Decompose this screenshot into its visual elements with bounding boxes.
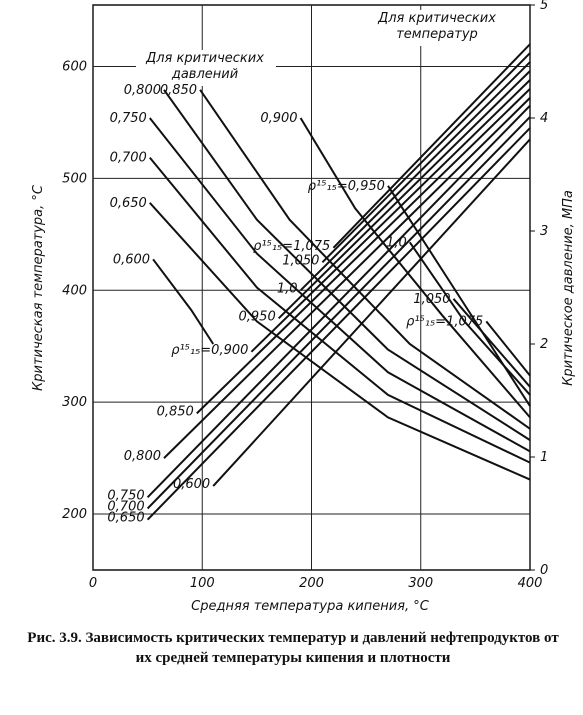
chart: Средняя температура кипения, °C Критичес…	[31, 0, 576, 614]
annotation-bg	[136, 50, 276, 86]
x-tick-label: 400	[518, 576, 543, 591]
curve-label: 1,050	[413, 292, 450, 307]
curve-label: ρ¹⁵₁₅=0,950	[308, 179, 385, 194]
curve	[387, 185, 531, 407]
x-tick-label: 300	[408, 576, 433, 591]
y-tick-label: 200	[62, 507, 87, 522]
y-tick-label: 500	[62, 171, 87, 186]
curve-label: 0,600	[113, 252, 150, 267]
curve-label: 0,950	[239, 309, 276, 324]
annotation: температур	[396, 27, 478, 42]
curve	[485, 320, 531, 377]
caption: Рис. 3.9. Зависимость критических темпер…	[27, 630, 559, 666]
curve	[299, 117, 531, 419]
annotation: давлений	[171, 67, 238, 82]
curve	[277, 70, 531, 320]
x-axis-label: Средняя температура кипения, °C	[191, 599, 430, 614]
y2-tick-label: 2	[540, 337, 548, 352]
curve	[408, 241, 531, 396]
curve	[332, 43, 531, 249]
curve-label: 0,800	[124, 83, 161, 98]
y2-tick-label: 0	[540, 563, 548, 578]
curve-label: 1,050	[282, 253, 319, 268]
curve-label: ρ¹⁵₁₅=1,075	[406, 314, 483, 329]
x-tick-label: 0	[89, 576, 97, 591]
curve-label: 0,650	[107, 511, 144, 526]
curve-label: 0,600	[173, 477, 210, 492]
curve	[152, 258, 215, 345]
y2-axis-label: Критическое давление, МПа	[561, 190, 576, 386]
x-tick-label: 100	[190, 576, 215, 591]
annotation: Для критических	[377, 11, 496, 26]
curve	[149, 156, 531, 464]
y-tick-label: 300	[62, 395, 87, 410]
curve-label: 0,700	[110, 151, 147, 166]
y-axis-label: Критическая температура, °C	[31, 184, 46, 391]
curve	[149, 117, 531, 453]
y2-tick-label: 1	[540, 450, 548, 465]
annotation: Для критических	[145, 51, 264, 66]
curve	[250, 79, 531, 353]
curve-label: ρ¹⁵₁₅=1,075	[253, 239, 330, 254]
curve	[452, 298, 531, 388]
curve-label: 0,800	[124, 449, 161, 464]
curve-label: 0,750	[107, 488, 144, 503]
curve	[146, 116, 531, 510]
y-tick-label: 400	[62, 283, 87, 298]
curve-label: 0,700	[107, 499, 144, 514]
curve	[212, 138, 531, 487]
curve	[163, 89, 531, 441]
curve-label: ρ¹⁵₁₅=0,900	[171, 343, 248, 358]
curve-label: 0,750	[110, 111, 147, 126]
curve	[146, 127, 531, 521]
y-tick-label: 600	[62, 60, 87, 75]
curve	[149, 202, 531, 481]
curve	[199, 89, 531, 430]
curve	[321, 52, 531, 264]
x-tick-label: 200	[299, 576, 324, 591]
curve	[196, 88, 531, 415]
curve-label: 0,650	[110, 196, 147, 211]
y2-tick-label: 5	[540, 0, 548, 13]
curve	[299, 61, 531, 292]
curve-label: 0,900	[260, 111, 297, 126]
curve-label: 0,850	[157, 404, 194, 419]
y2-tick-label: 4	[540, 111, 548, 126]
curve-label: 0,850	[160, 83, 197, 98]
curve-label: 1,0	[386, 235, 407, 250]
annotation-bg	[372, 10, 502, 46]
y2-tick-label: 3	[540, 224, 548, 239]
